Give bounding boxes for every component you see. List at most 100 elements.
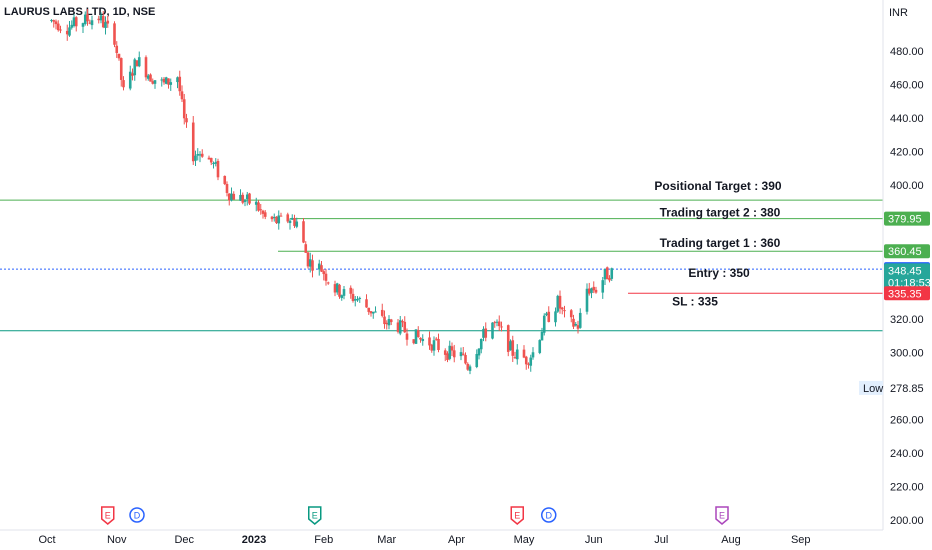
candle-body [603, 268, 607, 280]
candle-body [443, 350, 447, 355]
candle-body [560, 307, 564, 310]
candle-body [113, 23, 116, 45]
earnings-marker[interactable]: E [308, 506, 322, 525]
candle-body [452, 350, 456, 358]
price-tag-value: 348.45 [888, 265, 922, 277]
candle-body [590, 288, 593, 293]
candle-body [245, 194, 249, 200]
candle-body [542, 315, 546, 333]
x-tick-label: Aug [721, 534, 741, 546]
candle-body [182, 99, 186, 119]
candle-body [497, 321, 501, 327]
candle-body [369, 311, 373, 314]
candle-body [351, 293, 355, 301]
candle-body [479, 338, 483, 350]
candle-body [569, 310, 573, 318]
candle-body [306, 252, 310, 267]
candle-body [259, 209, 263, 211]
time-axis[interactable]: Oct Nov Dec 2023 Feb Mar Apr May Jun Jul Aug Sep [0, 529, 883, 546]
candle-body [65, 30, 69, 35]
y-tick-label: 480.00 [890, 46, 924, 58]
candle-body [592, 286, 596, 291]
earnings-marker[interactable]: E [510, 506, 524, 525]
candle-body [311, 260, 314, 271]
candle-body [353, 299, 357, 301]
x-tick-label: Oct [38, 534, 55, 546]
candle-body [531, 352, 535, 358]
candle-body [493, 322, 497, 324]
candle-body [200, 153, 204, 157]
low-badge [859, 380, 883, 395]
price-tags: 379.95360.45349.80348.4501:18:53335.35Lo… [859, 211, 931, 395]
candle-body [151, 81, 155, 84]
candle-body [122, 80, 125, 88]
candle-body [160, 79, 164, 81]
candle-body [547, 311, 551, 322]
dividend-marker[interactable]: D [541, 507, 557, 523]
candle-body [243, 200, 247, 202]
candle-body [176, 77, 179, 83]
candle-body [578, 312, 582, 328]
candle-body [86, 14, 89, 22]
y-tick-label: 240.00 [890, 448, 924, 460]
candle-body [277, 215, 281, 224]
y-tick-label: 420.00 [890, 147, 924, 159]
candle-body [263, 212, 267, 217]
candle-body [178, 76, 182, 92]
candle-body [162, 78, 166, 83]
candle-body [227, 193, 231, 201]
candle-body [529, 357, 533, 366]
dividend-marker[interactable]: D [129, 507, 145, 523]
candle-body [149, 74, 152, 82]
candle-body [419, 337, 422, 340]
candle-body [286, 214, 290, 222]
candle-body [385, 322, 389, 325]
candle-body [194, 155, 197, 161]
candle-body [212, 163, 215, 165]
candle-body [322, 271, 326, 275]
candle-body [333, 284, 337, 293]
candle-body [511, 340, 515, 356]
event-marker-label: E [312, 511, 318, 521]
candle-body [225, 184, 229, 193]
candle-body [403, 321, 407, 333]
candle-body [146, 75, 150, 79]
candle-body [320, 265, 323, 272]
candle-body [594, 289, 598, 293]
candle-body [239, 194, 242, 201]
earnings-marker[interactable]: E [101, 506, 115, 525]
price-axis[interactable]: INR 480.00 460.00 440.00 420.00 400.00 320.00… [882, 0, 924, 530]
earnings-shape [101, 506, 115, 525]
candle-body [387, 319, 391, 326]
low-value: 278.85 [890, 383, 924, 395]
candle-body [495, 321, 499, 323]
candle-body [484, 328, 488, 338]
candle-body [137, 57, 141, 67]
candle-body [90, 20, 94, 26]
candle-body [405, 333, 409, 340]
candle-body [430, 344, 434, 351]
candle-body [288, 220, 292, 224]
candle-body [279, 215, 283, 217]
level-label: Trading target 2 : 380 [660, 206, 781, 220]
earnings-marker[interactable]: E [715, 506, 729, 525]
candle-body [527, 363, 530, 365]
candle-body [180, 91, 184, 100]
candle-body [50, 19, 53, 21]
candle-body [558, 295, 562, 309]
y-tick-label: 300.00 [890, 348, 924, 360]
candle-body [119, 58, 123, 80]
candle-body [416, 330, 420, 337]
candle-body [585, 288, 589, 312]
candle-body [545, 313, 548, 316]
candle-body [459, 352, 463, 357]
price-tag [884, 211, 930, 226]
price-tag-value: 379.95 [888, 214, 922, 226]
candle-body [74, 17, 78, 27]
y-tick-label: 320.00 [890, 314, 924, 326]
candle-body [304, 244, 308, 253]
candle-body [401, 321, 404, 323]
candle-body [396, 322, 400, 332]
